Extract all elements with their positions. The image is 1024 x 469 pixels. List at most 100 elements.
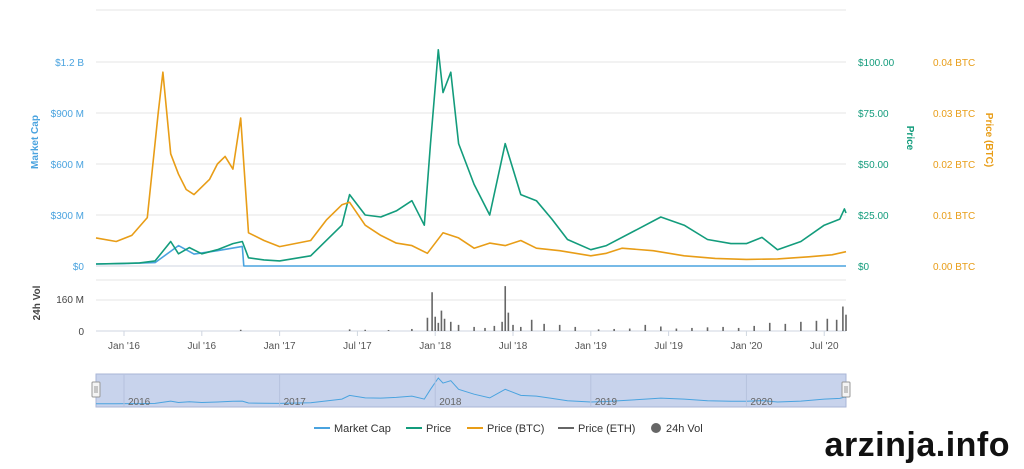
legend-label: Price (ETH) [578, 423, 635, 435]
volume-bar [558, 324, 561, 331]
volume-bar [815, 320, 818, 331]
legend-label: 24h Vol [666, 423, 703, 435]
volume-bar [835, 319, 838, 331]
volume-bar [597, 329, 600, 331]
volume-bar [706, 327, 709, 331]
price-btc-axis-title: Price (BTC) [983, 113, 994, 167]
price-tick-label: $50.00 [858, 160, 889, 171]
volume-bar [826, 318, 829, 331]
volume-bar [473, 326, 475, 331]
market_cap-tick-label: $0 [73, 262, 85, 273]
navigator-year-label: 2020 [750, 397, 773, 408]
navigator-handle-left[interactable] [91, 381, 101, 398]
x-tick-label: Jul '18 [499, 341, 528, 352]
volume-bar [574, 326, 577, 331]
price_btc-tick-label: 0.03 BTC [933, 109, 975, 120]
legend-marker-dot [651, 423, 661, 433]
volume-tick-label: 160 M [56, 295, 84, 306]
volume-axis-title: 24h Vol [32, 285, 43, 320]
x-tick-label: Jan '20 [730, 341, 762, 352]
volume-bar [675, 328, 678, 331]
legend-item-price[interactable]: Price [406, 423, 451, 435]
chart-legend: Market Cap Price Price (BTC) Price (ETH) 24h… [314, 423, 703, 435]
market_cap-tick-label: $300 M [51, 211, 84, 222]
volume-bar [411, 328, 413, 331]
volume-bar [628, 328, 631, 331]
price-tick-label: $0 [858, 262, 870, 273]
x-tick-label: Jul '16 [188, 341, 217, 352]
legend-item-market-cap[interactable]: Market Cap [314, 423, 391, 435]
series-line-market-cap [95, 244, 846, 267]
legend-item-24h-vol[interactable]: 24h Vol [651, 423, 703, 435]
volume-bar [501, 321, 503, 331]
axis-ticks: $0 $300 M $600 M $900 M $1.2 B $0 $25.00 $50.00… [51, 58, 976, 352]
volume-bar [519, 326, 522, 331]
series-line-price-btc [95, 71, 847, 261]
volume-bar [753, 325, 755, 331]
x-tick-label: Jan '19 [575, 341, 607, 352]
series-line-price [95, 49, 847, 265]
axis-titles: Market Cap Price Price (BTC) 24h Vol [30, 113, 994, 321]
volume-bar [530, 319, 533, 331]
price-tick-label: $75.00 [858, 109, 889, 120]
volume-bar [440, 310, 443, 331]
volume-bar [348, 329, 351, 331]
market_cap-tick-label: $1.2 B [55, 58, 84, 69]
price_btc-tick-label: 0.04 BTC [933, 58, 975, 69]
volume-bar [507, 312, 510, 331]
grid-lines [96, 9, 846, 332]
navigator-handle-right[interactable] [841, 381, 851, 398]
navigator-year-label: 2017 [284, 397, 307, 408]
market-cap-axis-title: Market Cap [30, 115, 41, 169]
volume-bar [493, 325, 496, 331]
volume-bar [434, 316, 437, 331]
volume-bar [504, 286, 507, 331]
legend-label: Market Cap [334, 423, 391, 435]
volume-bar [842, 306, 844, 331]
legend-item-price-eth[interactable]: Price (ETH) [558, 423, 635, 435]
volume-bar [437, 322, 440, 331]
market_cap-tick-label: $900 M [51, 109, 84, 120]
legend-label: Price (BTC) [487, 423, 544, 435]
volume-bar [457, 324, 460, 331]
volume-bar [644, 324, 647, 331]
volume-bars [239, 286, 847, 331]
volume-bar [431, 292, 433, 331]
volume-tick-label: 0 [78, 327, 84, 338]
volume-bar [845, 314, 847, 331]
volume-bar [543, 323, 545, 331]
volume-bar [737, 327, 740, 331]
volume-bar [512, 324, 514, 331]
legend-item-price-btc[interactable]: Price (BTC) [467, 423, 544, 435]
volume-bar [387, 329, 390, 331]
volume-bar [443, 318, 446, 331]
watermark-text: arzinja.info [824, 426, 1010, 464]
chart-series [95, 49, 847, 267]
volume-bar [613, 328, 615, 331]
volume-bar [239, 329, 242, 331]
volume-bar [364, 329, 366, 331]
volume-bar [449, 321, 452, 331]
price_btc-tick-label: 0.01 BTC [933, 211, 975, 222]
price_btc-tick-label: 0.02 BTC [933, 160, 975, 171]
legend-label: Price [426, 423, 451, 435]
market_cap-tick-label: $600 M [51, 160, 84, 171]
navigator-year-label: 2016 [128, 397, 151, 408]
volume-bar [800, 321, 802, 331]
volume-bar [691, 327, 693, 331]
x-tick-label: Jul '17 [343, 341, 372, 352]
volume-bar [426, 317, 429, 331]
navigator-series-line [95, 377, 847, 405]
navigator-year-label: 2019 [595, 397, 618, 408]
price-tick-label: $25.00 [858, 211, 889, 222]
x-tick-label: Jan '17 [264, 341, 296, 352]
x-tick-label: Jan '18 [419, 341, 451, 352]
volume-bar [722, 326, 724, 331]
range-navigator[interactable]: 2016 2017 2018 2019 2020 [91, 373, 851, 408]
price_btc-tick-label: 0.00 BTC [933, 262, 975, 273]
volume-bar [768, 322, 771, 331]
x-tick-label: Jul '19 [654, 341, 683, 352]
x-tick-label: Jul '20 [810, 341, 839, 352]
volume-bar [660, 326, 662, 331]
